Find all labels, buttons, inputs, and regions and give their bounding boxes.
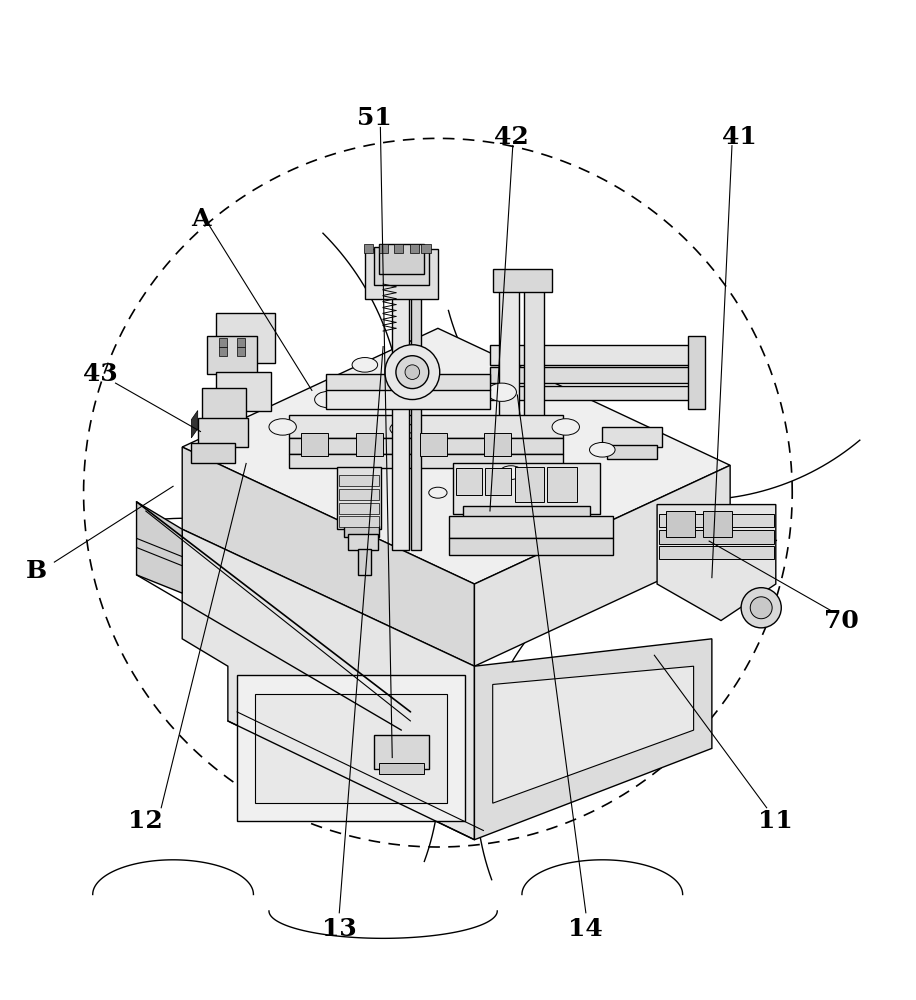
Bar [449, 538, 613, 555]
Text: 13: 13 [322, 917, 356, 941]
Bar [339, 516, 379, 527]
Bar [374, 247, 429, 285]
Bar [603, 427, 661, 447]
Circle shape [750, 597, 772, 619]
Bar [219, 338, 227, 347]
Bar [355, 433, 383, 456]
Bar [703, 511, 732, 537]
Bar [289, 415, 563, 438]
Text: 14: 14 [569, 917, 604, 941]
Bar [607, 445, 657, 459]
Bar [339, 503, 379, 514]
Ellipse shape [390, 422, 413, 436]
Text: 42: 42 [494, 125, 529, 149]
Bar [378, 244, 424, 274]
Bar [339, 489, 379, 500]
Bar [463, 506, 591, 523]
Bar [191, 443, 235, 463]
Bar [378, 244, 387, 253]
Bar [666, 511, 695, 537]
Text: 43: 43 [82, 362, 117, 386]
Bar [216, 372, 271, 411]
Circle shape [741, 588, 781, 628]
Bar [421, 244, 431, 253]
Text: 41: 41 [722, 125, 757, 149]
Bar [207, 336, 257, 374]
Bar [659, 530, 774, 544]
Bar [237, 347, 245, 356]
Bar [339, 475, 379, 486]
Text: A: A [191, 207, 210, 231]
Ellipse shape [487, 383, 517, 401]
Bar [289, 454, 563, 468]
Polygon shape [493, 666, 693, 803]
Bar [202, 388, 246, 422]
Bar [344, 526, 378, 537]
Bar [493, 269, 552, 292]
Circle shape [396, 356, 429, 389]
Bar [348, 534, 377, 550]
Ellipse shape [499, 466, 522, 479]
Ellipse shape [314, 391, 342, 408]
Text: 51: 51 [356, 106, 391, 130]
Bar [289, 438, 563, 454]
Bar [420, 433, 447, 456]
Text: 11: 11 [758, 809, 793, 833]
Bar [378, 763, 424, 774]
Bar [198, 418, 248, 447]
Polygon shape [657, 505, 776, 621]
Bar [364, 244, 373, 253]
Bar [301, 433, 328, 456]
Polygon shape [237, 675, 465, 821]
Bar [484, 433, 511, 456]
Bar [219, 347, 227, 356]
Polygon shape [182, 447, 474, 666]
Polygon shape [182, 328, 730, 584]
Circle shape [385, 345, 440, 400]
Bar [325, 374, 490, 390]
Bar [548, 467, 577, 502]
Bar [357, 549, 371, 575]
Bar [456, 468, 482, 495]
Text: 12: 12 [128, 809, 163, 833]
Bar [490, 345, 695, 365]
Bar [409, 244, 419, 253]
Bar [449, 516, 613, 538]
Bar [394, 244, 403, 253]
Ellipse shape [352, 358, 377, 372]
Bar [490, 386, 695, 400]
Bar [659, 546, 774, 559]
Ellipse shape [269, 419, 297, 435]
Ellipse shape [429, 487, 447, 498]
Polygon shape [256, 694, 447, 803]
Polygon shape [136, 502, 182, 593]
Text: 70: 70 [824, 609, 859, 633]
Bar [216, 313, 276, 363]
Ellipse shape [590, 442, 615, 457]
Text: B: B [26, 559, 47, 583]
Bar [688, 336, 704, 409]
Bar [237, 338, 245, 347]
Bar [365, 249, 438, 299]
Bar [485, 468, 511, 495]
Bar [490, 367, 695, 383]
Polygon shape [474, 465, 730, 666]
Bar [392, 281, 409, 550]
Bar [659, 514, 774, 527]
Polygon shape [191, 411, 198, 438]
Polygon shape [474, 639, 712, 840]
Circle shape [405, 365, 420, 379]
Bar [515, 467, 544, 502]
Bar [453, 463, 600, 514]
Bar [374, 735, 429, 769]
Polygon shape [182, 529, 474, 840]
Bar [337, 467, 381, 529]
Bar [499, 287, 519, 447]
Bar [325, 389, 490, 409]
Bar [524, 287, 544, 447]
Ellipse shape [552, 419, 580, 435]
Bar [410, 281, 421, 550]
